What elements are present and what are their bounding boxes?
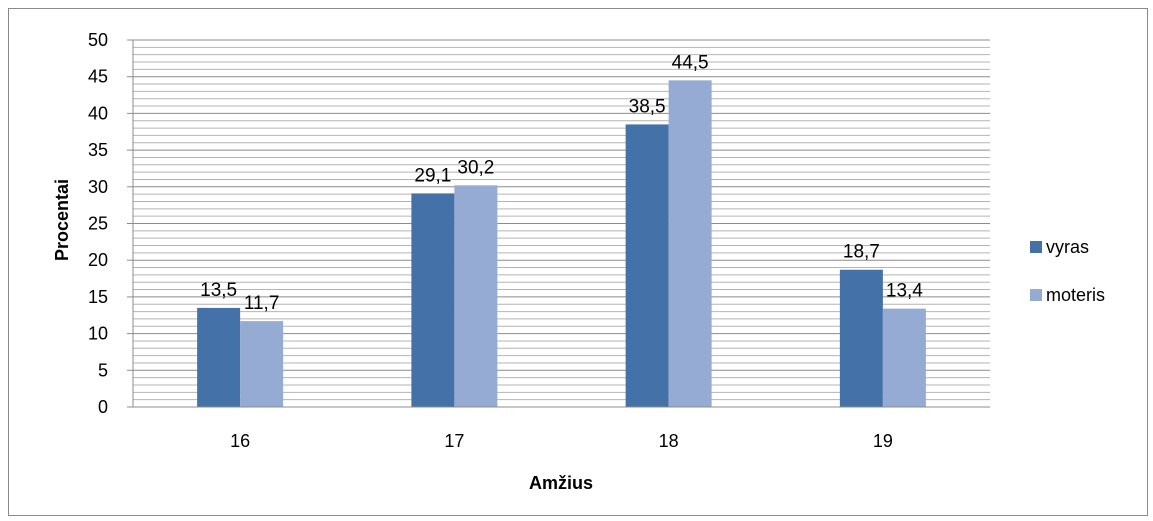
data-label-vyras-18: 38,5 xyxy=(629,96,666,117)
y-tick-label: 20 xyxy=(88,250,108,270)
data-label-vyras-19: 18,7 xyxy=(843,242,880,263)
bar-moteris-19 xyxy=(882,308,926,407)
bar-vyras-16 xyxy=(197,307,241,407)
x-tick-label: 16 xyxy=(230,431,250,451)
bar-vyras-19 xyxy=(839,269,883,407)
data-labels: 13,5 11,7 29,1 30,2 38,5 44,5 18,7 13,4 xyxy=(200,52,923,314)
data-label-vyras-17: 29,1 xyxy=(414,165,451,186)
legend-swatch-vyras xyxy=(1030,241,1042,253)
y-tick-label: 10 xyxy=(88,324,108,344)
legend-swatch-moteris xyxy=(1030,289,1042,301)
y-tick-label: 45 xyxy=(88,67,108,87)
x-tick-label: 17 xyxy=(444,431,464,451)
y-axis-ticks: 0 5 10 15 20 25 30 35 40 45 50 xyxy=(88,30,133,417)
x-axis-title: Amžius xyxy=(529,473,593,493)
y-tick-label: 35 xyxy=(88,140,108,160)
y-tick-label: 30 xyxy=(88,177,108,197)
bar-vyras-18 xyxy=(625,124,669,407)
y-tick-label: 40 xyxy=(88,103,108,123)
bar-vyras-17 xyxy=(411,193,455,407)
y-tick-label: 15 xyxy=(88,287,108,307)
y-tick-label: 5 xyxy=(98,360,108,380)
x-axis-ticks: 16 17 18 19 xyxy=(133,406,990,451)
legend-label-vyras: vyras xyxy=(1046,237,1089,257)
y-tick-label: 0 xyxy=(98,397,108,417)
x-tick-label: 19 xyxy=(873,431,893,451)
bar-moteris-16 xyxy=(240,321,284,407)
data-label-moteris-18: 44,5 xyxy=(672,52,709,73)
legend-label-moteris: moteris xyxy=(1046,285,1105,305)
y-tick-label: 50 xyxy=(88,30,108,50)
bar-moteris-17 xyxy=(454,185,498,407)
x-tick-label: 18 xyxy=(659,431,679,451)
y-tick-label: 25 xyxy=(88,214,108,234)
data-label-vyras-16: 13,5 xyxy=(200,280,237,301)
y-axis-title: Procentai xyxy=(52,179,72,261)
chart-frame xyxy=(8,8,1148,516)
bars xyxy=(197,80,926,408)
data-label-moteris-17: 30,2 xyxy=(457,157,494,178)
data-label-moteris-19: 13,4 xyxy=(886,281,923,302)
data-label-moteris-16: 11,7 xyxy=(244,293,280,314)
bar-moteris-18 xyxy=(668,80,712,408)
legend: vyras moteris xyxy=(1030,237,1105,305)
